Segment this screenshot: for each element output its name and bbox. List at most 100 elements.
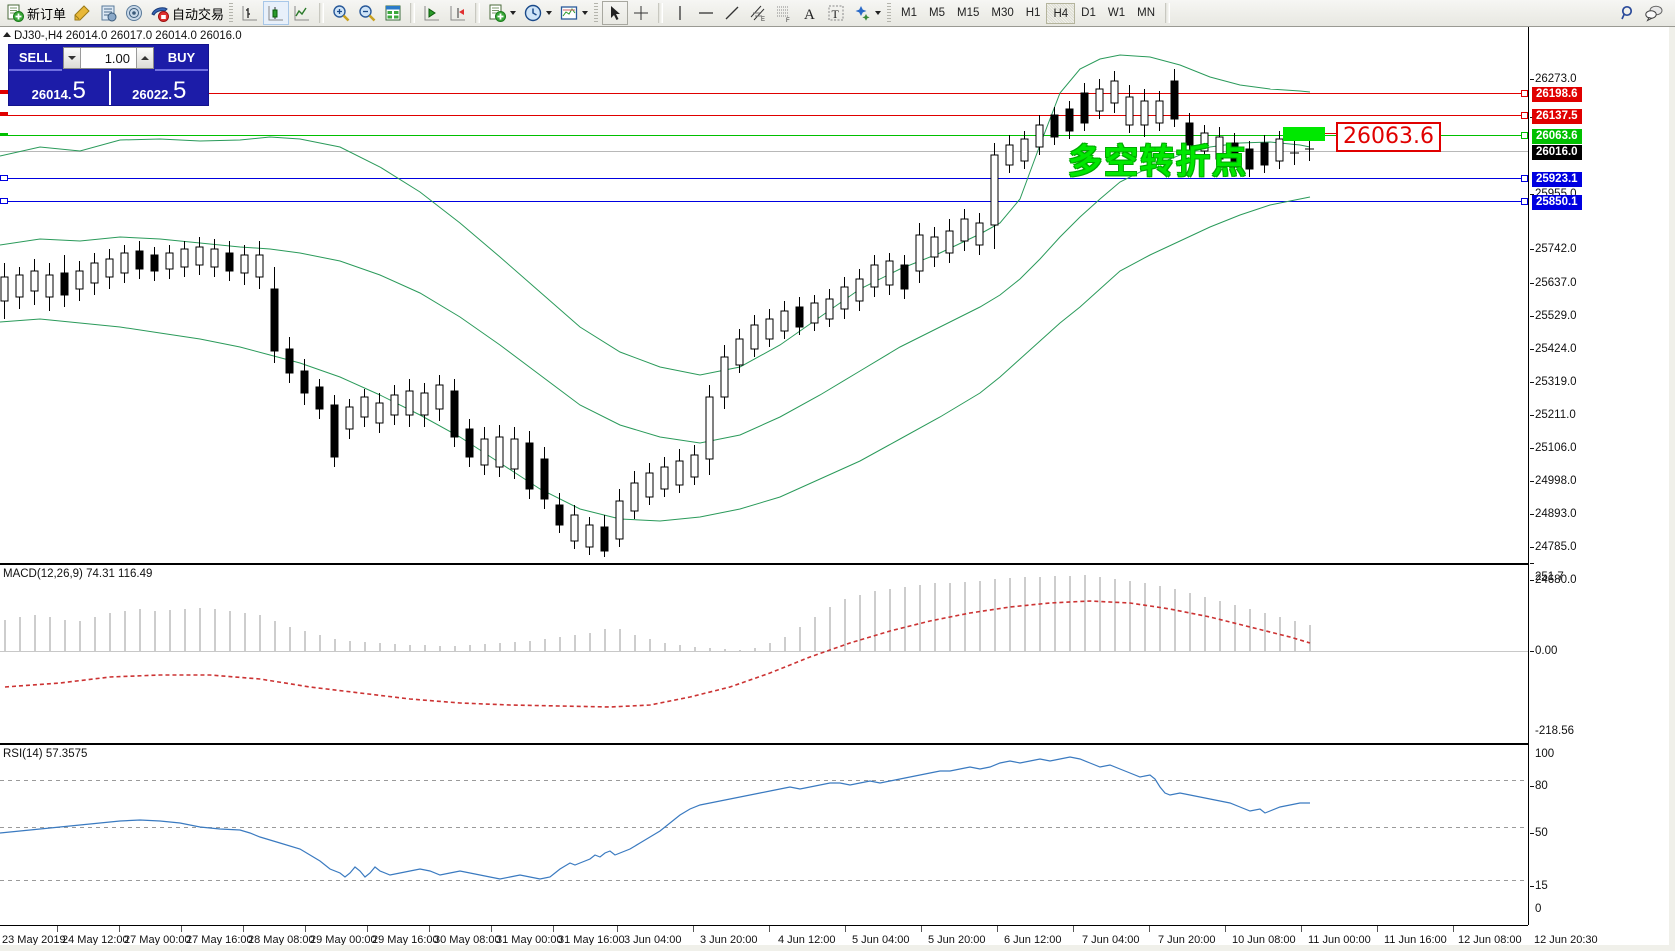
rsi-level-15 [0, 880, 1528, 881]
auto-scroll-button[interactable] [419, 1, 445, 25]
time-separator [921, 926, 922, 932]
axis-label-24680: 24680.0 [1535, 574, 1577, 586]
toolbar-grip-1[interactable] [229, 3, 234, 23]
sell-price[interactable]: 26014. 5 [9, 71, 109, 105]
rsi-series [0, 756, 1310, 880]
level-line-26063[interactable] [0, 135, 1528, 136]
vertical-line-button[interactable] [667, 1, 693, 25]
level-label-25923[interactable]: 25923.1 [1532, 172, 1582, 187]
chart-shift-button[interactable] [445, 1, 471, 25]
volume-value[interactable]: 1.00 [81, 48, 136, 68]
level-handle-26198[interactable] [1521, 90, 1528, 97]
volume-decrement-button[interactable] [64, 48, 81, 68]
sell-button[interactable]: SELL [9, 45, 62, 71]
level-line-25850[interactable] [0, 201, 1528, 202]
horizontal-line-button[interactable] [693, 1, 719, 25]
metaeditor-button[interactable] [69, 1, 95, 25]
level-line-25923[interactable] [0, 178, 1528, 179]
fibonacci-button[interactable]: F [771, 1, 797, 25]
level-handle-25923[interactable] [1521, 175, 1528, 182]
chevron-down-icon[interactable] [875, 11, 882, 15]
new-order-button[interactable]: 新订单 [2, 1, 69, 25]
volume-increment-button[interactable] [136, 48, 153, 68]
timeframe-d1[interactable]: D1 [1081, 6, 1096, 19]
equidistant-channel-button[interactable]: E [745, 1, 771, 25]
time-label: 27 May 00:00 [124, 934, 191, 946]
time-label: 28 May 08:00 [248, 934, 315, 946]
chevron-down-icon[interactable] [582, 11, 589, 15]
zoom-in-button[interactable] [328, 1, 354, 25]
chart-annotation[interactable]: 多空转折点 [1068, 142, 1248, 182]
level-line-26137[interactable] [0, 115, 1528, 116]
autotrading-button[interactable]: 自动交易 [147, 1, 227, 25]
bollinger-bands [0, 54, 1311, 522]
toolbar-grip-2[interactable] [594, 3, 599, 23]
level-handle-25850[interactable] [1521, 198, 1528, 205]
timeframe-w1[interactable]: W1 [1107, 6, 1126, 19]
crosshair-button[interactable] [628, 1, 654, 25]
timeframe-h1[interactable]: H1 [1025, 6, 1041, 19]
trendline-button[interactable] [719, 1, 745, 25]
shapes-button[interactable] [849, 1, 885, 25]
indicators-button[interactable] [484, 1, 520, 25]
zoom-out-button[interactable] [354, 1, 380, 25]
chevron-down-icon[interactable] [510, 11, 517, 15]
text-label-button[interactable]: A [797, 1, 823, 25]
signals-icon [126, 5, 143, 21]
toolbar-grip-3[interactable] [887, 3, 892, 23]
bottom-edge-strip [0, 945, 1675, 951]
level-label-26016-last[interactable]: 26016.0 [1532, 145, 1582, 160]
time-label-last: 12 Jun 20:30 [1534, 934, 1598, 946]
candlestick-chart-icon [268, 6, 284, 21]
timeframe-m5[interactable]: M5 [929, 6, 945, 19]
collapse-triangle-icon[interactable] [3, 32, 11, 37]
rsi-panel[interactable]: RSI(14) 57.3575 [0, 745, 1528, 925]
timeframe-mn[interactable]: MN [1137, 6, 1155, 19]
candlestick-series[interactable] [0, 27, 1528, 563]
candlestick-chart-button[interactable] [263, 1, 290, 25]
toolbar-separator-2 [410, 3, 416, 23]
time-axis[interactable]: 23 May 2019 24 May 12:00 27 May 00:00 27… [0, 925, 1528, 951]
level-line-26198[interactable] [0, 93, 1528, 94]
timeframe-m30[interactable]: M30 [991, 6, 1014, 19]
expert-advisors-button[interactable] [95, 1, 121, 25]
buy-button[interactable]: BUY [155, 45, 208, 71]
search-button[interactable] [1615, 1, 1641, 25]
data-window-button[interactable] [380, 1, 406, 25]
buy-price[interactable]: 26022. 5 [108, 71, 209, 105]
time-label: 30 May 08:00 [434, 934, 501, 946]
timeframe-h4[interactable]: H4 [1046, 2, 1076, 24]
bar-chart-button[interactable] [237, 1, 263, 25]
time-label: 27 May 16:00 [186, 934, 253, 946]
caret-down-icon [68, 56, 76, 60]
current-candle [1283, 127, 1325, 141]
line-chart-button[interactable] [289, 1, 315, 25]
level-label-26137[interactable]: 26137.5 [1532, 109, 1582, 124]
cursor-button[interactable] [602, 1, 629, 25]
level-label-26198[interactable]: 26198.6 [1532, 87, 1582, 102]
text-button[interactable]: T [823, 1, 849, 25]
level-label-26063[interactable]: 26063.6 [1532, 129, 1582, 144]
volume-stepper[interactable]: 1.00 [63, 47, 154, 69]
level-handle-26137[interactable] [1521, 112, 1528, 119]
macd-panel[interactable]: MACD(12,26,9) 74.31 116.49 [0, 565, 1528, 741]
signals-button[interactable] [121, 1, 147, 25]
timeframe-m1[interactable]: M1 [901, 6, 918, 19]
price-callout[interactable]: 26063.6 [1336, 122, 1441, 152]
chat-button[interactable] [1641, 1, 1667, 25]
price-panel[interactable]: 多空转折点 26063.6 DJ30-,H4 26014.0 26017.0 2… [0, 27, 1528, 563]
axis-tick [1530, 415, 1534, 416]
one-click-trading-panel[interactable]: SELL 1.00 BUY 26014. 5 26022. 5 [8, 44, 209, 106]
timeframe-m15[interactable]: M15 [957, 6, 980, 19]
price-axis[interactable]: 26273.0 26168.0 25955.0 25742.0 25637.0 … [1530, 27, 1675, 951]
periods-button[interactable] [520, 1, 556, 25]
chart-area[interactable]: 多空转折点 26063.6 DJ30-,H4 26014.0 26017.0 2… [0, 27, 1675, 951]
chevron-down-icon[interactable] [546, 11, 553, 15]
axis-tick [1530, 316, 1534, 317]
templates-button[interactable] [556, 1, 592, 25]
caret-up-icon [141, 56, 149, 60]
level-label-25850[interactable]: 25850.1 [1532, 195, 1582, 210]
level-line-26016-bid [0, 151, 1528, 152]
level-handle-26063[interactable] [1521, 132, 1528, 139]
axis-label-25106: 25106.0 [1535, 442, 1577, 454]
